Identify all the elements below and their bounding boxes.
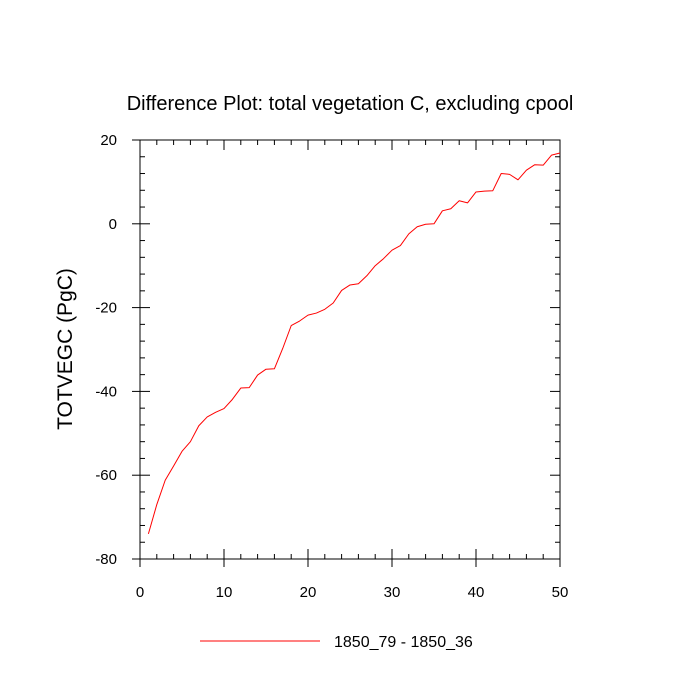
y-tick-label: 20: [100, 132, 117, 149]
y-tick-label: 0: [109, 216, 117, 233]
y-tick-label: -80: [95, 551, 117, 568]
x-tick-label: 10: [216, 584, 233, 601]
x-tick-label: 20: [300, 584, 317, 601]
y-tick-label: -40: [95, 383, 117, 400]
y-tick-label: -20: [95, 300, 117, 317]
plot-frame: [139, 139, 561, 560]
plot-area: 0 10 20 30 40 50 20 0 -20 -40 -60 -80: [95, 132, 568, 601]
chart-title: Difference Plot: total vegetation C, exc…: [127, 93, 574, 115]
x-tick-label: 30: [384, 584, 401, 601]
y-axis-label: TOTVEGC (PgC): [54, 268, 77, 430]
legend: 1850_79 - 1850_36: [200, 634, 473, 651]
y-tick-label: -60: [95, 467, 117, 484]
x-tick-label: 40: [468, 584, 485, 601]
legend-label: 1850_79 - 1850_36: [334, 634, 473, 651]
x-tick-label: 50: [552, 584, 569, 601]
series-line: [147, 152, 561, 534]
x-tick-label: 0: [136, 584, 144, 601]
